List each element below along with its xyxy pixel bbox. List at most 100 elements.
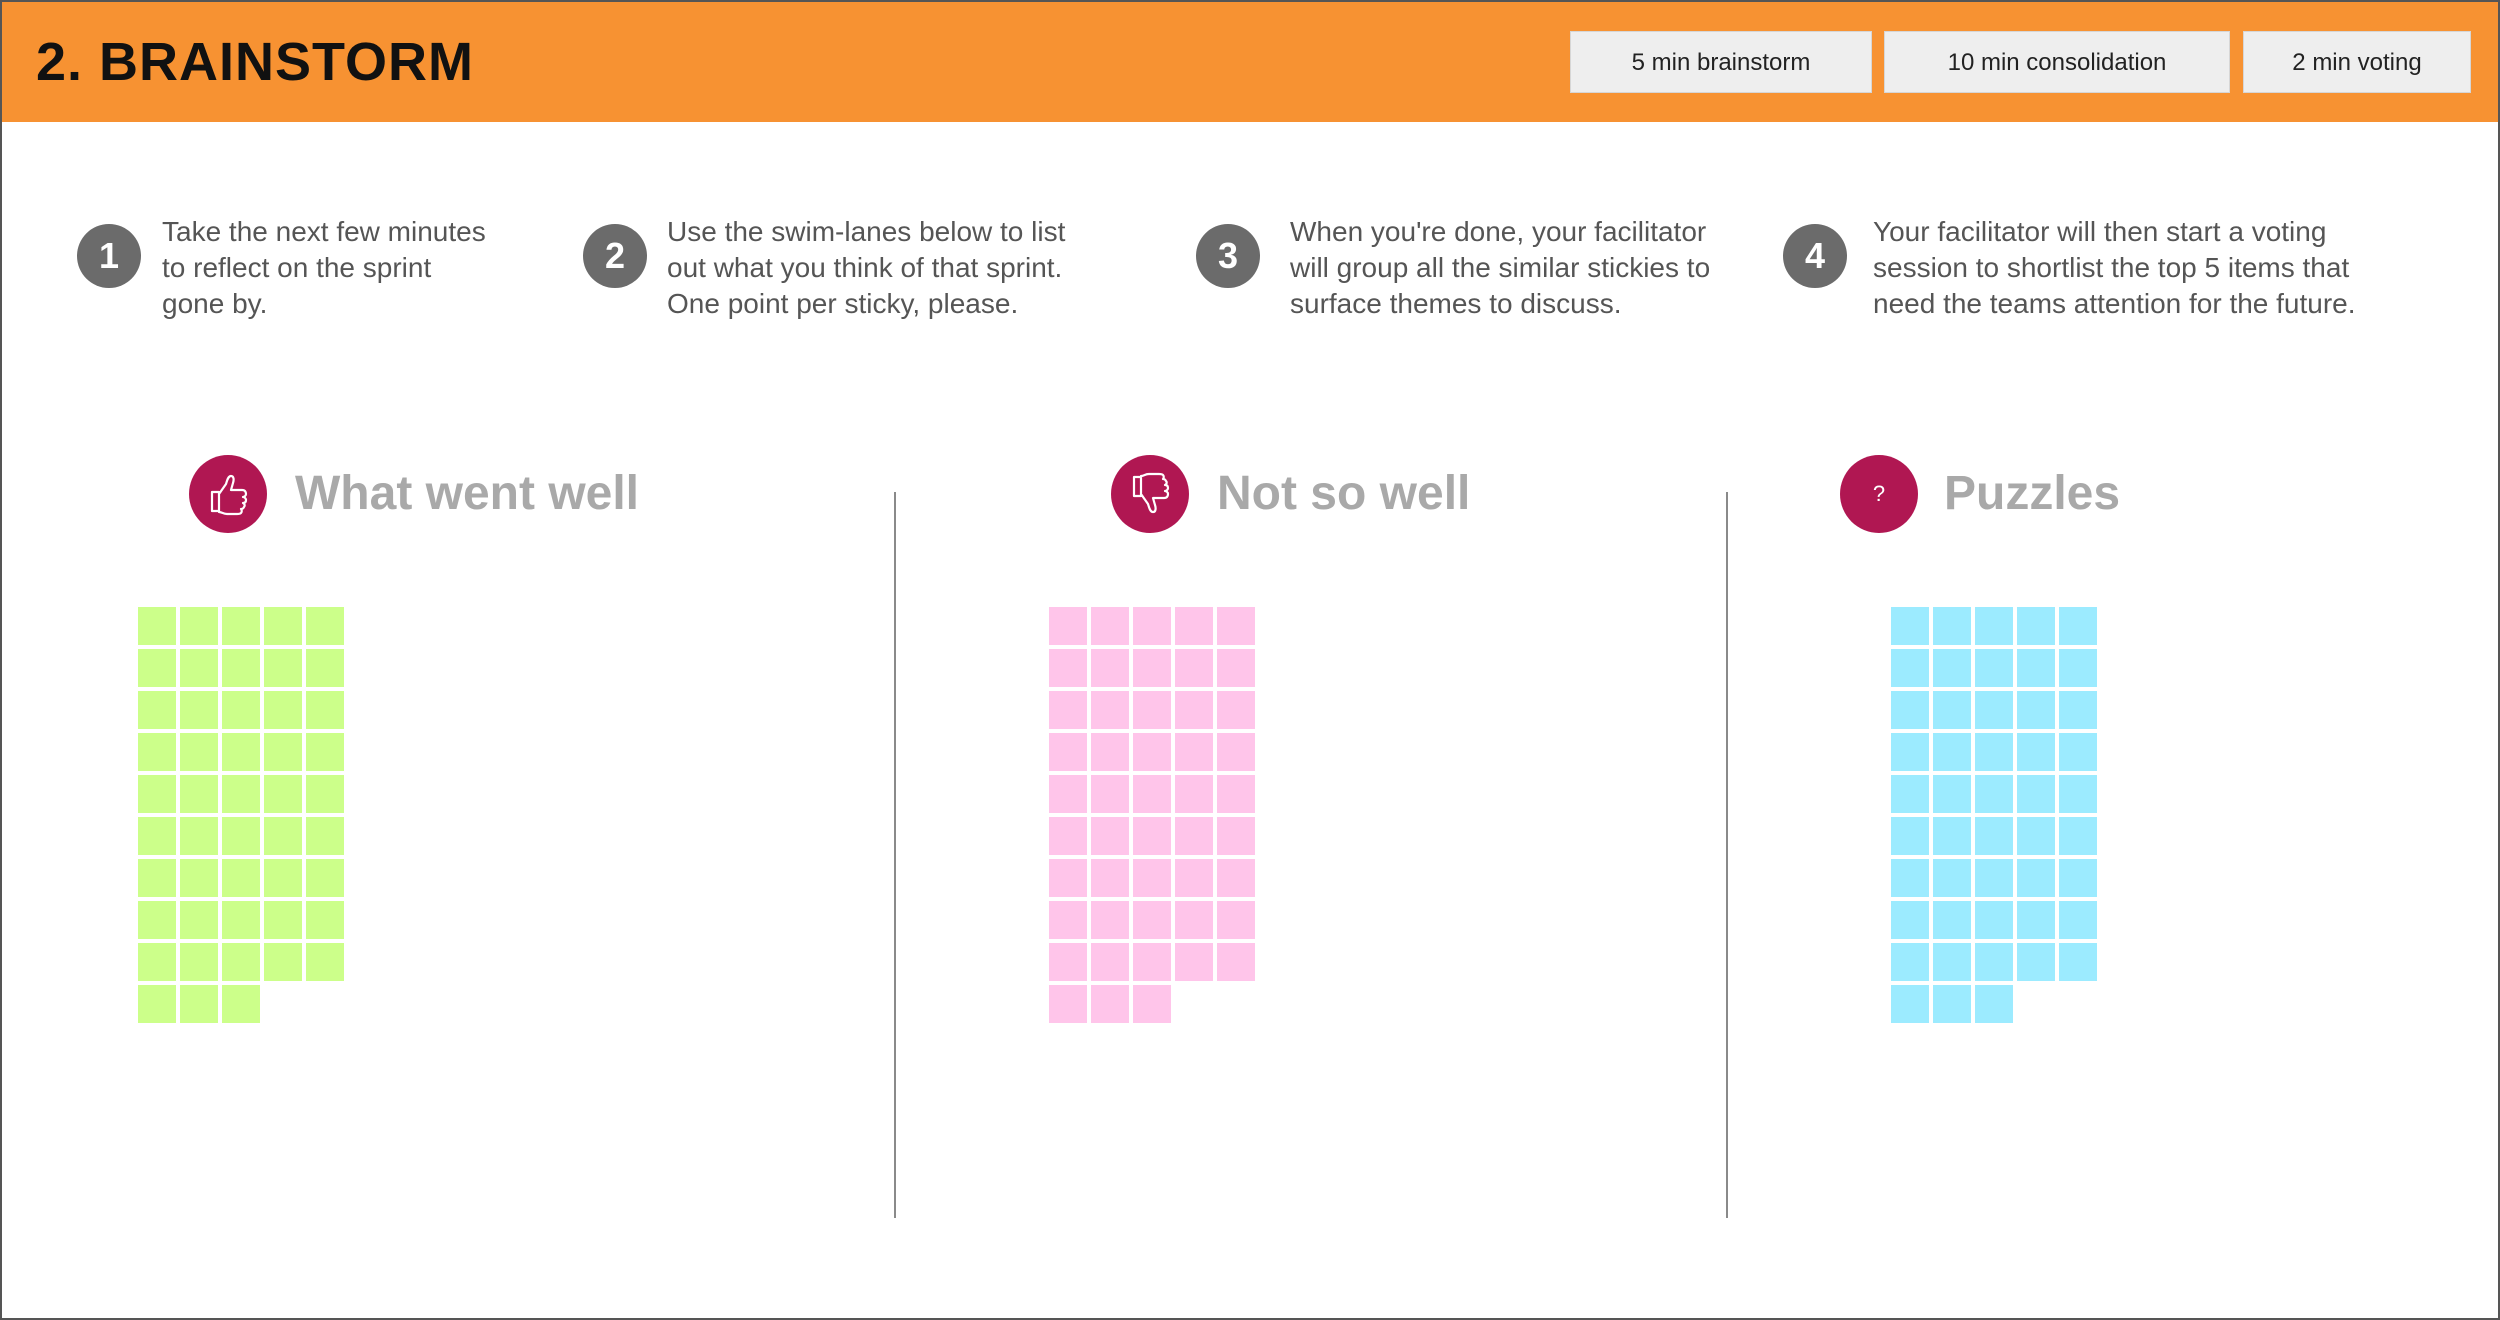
sticky-note[interactable] <box>138 859 176 897</box>
sticky-note[interactable] <box>1049 901 1087 939</box>
sticky-note[interactable] <box>264 859 302 897</box>
sticky-note[interactable] <box>1933 985 1971 1023</box>
sticky-note[interactable] <box>1133 859 1171 897</box>
sticky-note[interactable] <box>1133 985 1171 1023</box>
sticky-note[interactable] <box>264 691 302 729</box>
sticky-note[interactable] <box>1933 817 1971 855</box>
sticky-note[interactable] <box>306 733 344 771</box>
sticky-note[interactable] <box>264 775 302 813</box>
sticky-note[interactable] <box>1933 943 1971 981</box>
sticky-note[interactable] <box>1175 649 1213 687</box>
sticky-note[interactable] <box>264 649 302 687</box>
sticky-note[interactable] <box>1049 733 1087 771</box>
sticky-note[interactable] <box>2017 607 2055 645</box>
sticky-note[interactable] <box>180 859 218 897</box>
sticky-note[interactable] <box>1091 733 1129 771</box>
sticky-note[interactable] <box>1133 649 1171 687</box>
sticky-note[interactable] <box>222 817 260 855</box>
sticky-note[interactable] <box>1975 691 2013 729</box>
sticky-note[interactable] <box>1133 901 1171 939</box>
sticky-note[interactable] <box>1891 817 1929 855</box>
sticky-note[interactable] <box>1217 859 1255 897</box>
sticky-note[interactable] <box>2059 901 2097 939</box>
sticky-note[interactable] <box>180 775 218 813</box>
sticky-note[interactable] <box>264 817 302 855</box>
sticky-note[interactable] <box>1933 901 1971 939</box>
sticky-note[interactable] <box>180 649 218 687</box>
sticky-note[interactable] <box>306 901 344 939</box>
sticky-note[interactable] <box>138 775 176 813</box>
timer-brainstorm-button[interactable]: 5 min brainstorm <box>1570 31 1872 93</box>
sticky-note[interactable] <box>138 649 176 687</box>
sticky-note[interactable] <box>264 943 302 981</box>
sticky-note[interactable] <box>1091 817 1129 855</box>
sticky-note[interactable] <box>1217 733 1255 771</box>
sticky-note[interactable] <box>2059 859 2097 897</box>
sticky-note[interactable] <box>1891 775 1929 813</box>
sticky-note[interactable] <box>1975 733 2013 771</box>
sticky-note[interactable] <box>138 901 176 939</box>
sticky-note[interactable] <box>1975 859 2013 897</box>
sticky-note[interactable] <box>264 733 302 771</box>
sticky-note[interactable] <box>1091 775 1129 813</box>
sticky-note[interactable] <box>1091 859 1129 897</box>
sticky-note[interactable] <box>1975 775 2013 813</box>
sticky-note[interactable] <box>222 733 260 771</box>
sticky-note[interactable] <box>1049 607 1087 645</box>
sticky-note[interactable] <box>180 733 218 771</box>
sticky-note[interactable] <box>2059 943 2097 981</box>
sticky-note[interactable] <box>1891 607 1929 645</box>
sticky-note[interactable] <box>1133 733 1171 771</box>
sticky-note[interactable] <box>222 985 260 1023</box>
sticky-note[interactable] <box>264 901 302 939</box>
sticky-note[interactable] <box>1091 691 1129 729</box>
sticky-note[interactable] <box>138 817 176 855</box>
sticky-note[interactable] <box>1217 901 1255 939</box>
timer-voting-button[interactable]: 2 min voting <box>2243 31 2471 93</box>
sticky-note[interactable] <box>222 943 260 981</box>
sticky-note[interactable] <box>1217 649 1255 687</box>
sticky-note[interactable] <box>306 775 344 813</box>
sticky-note[interactable] <box>1933 733 1971 771</box>
sticky-note[interactable] <box>1975 985 2013 1023</box>
sticky-note[interactable] <box>222 901 260 939</box>
sticky-note[interactable] <box>2017 943 2055 981</box>
sticky-note[interactable] <box>1175 901 1213 939</box>
sticky-note[interactable] <box>306 817 344 855</box>
sticky-note[interactable] <box>1933 649 1971 687</box>
timer-consolidation-button[interactable]: 10 min consolidation <box>1884 31 2230 93</box>
sticky-note[interactable] <box>1217 943 1255 981</box>
sticky-note[interactable] <box>2059 649 2097 687</box>
sticky-note[interactable] <box>1975 817 2013 855</box>
sticky-note[interactable] <box>1891 691 1929 729</box>
sticky-note[interactable] <box>1133 691 1171 729</box>
sticky-note[interactable] <box>2017 901 2055 939</box>
sticky-note[interactable] <box>2017 775 2055 813</box>
sticky-note[interactable] <box>1217 817 1255 855</box>
sticky-note[interactable] <box>306 691 344 729</box>
sticky-note[interactable] <box>1133 943 1171 981</box>
sticky-note[interactable] <box>1049 649 1087 687</box>
sticky-note[interactable] <box>1891 985 1929 1023</box>
sticky-note[interactable] <box>2059 607 2097 645</box>
sticky-note[interactable] <box>1933 607 1971 645</box>
sticky-note[interactable] <box>1217 691 1255 729</box>
sticky-note[interactable] <box>1175 607 1213 645</box>
sticky-note[interactable] <box>2017 817 2055 855</box>
sticky-note[interactable] <box>1975 943 2013 981</box>
sticky-note[interactable] <box>138 691 176 729</box>
sticky-note[interactable] <box>1091 985 1129 1023</box>
sticky-note[interactable] <box>1175 859 1213 897</box>
sticky-note[interactable] <box>222 859 260 897</box>
sticky-note[interactable] <box>138 607 176 645</box>
sticky-note[interactable] <box>1049 775 1087 813</box>
sticky-note[interactable] <box>222 607 260 645</box>
sticky-note[interactable] <box>2059 817 2097 855</box>
sticky-note[interactable] <box>2017 733 2055 771</box>
sticky-note[interactable] <box>1049 943 1087 981</box>
sticky-note[interactable] <box>1091 943 1129 981</box>
sticky-note[interactable] <box>138 943 176 981</box>
sticky-note[interactable] <box>180 985 218 1023</box>
sticky-note[interactable] <box>180 607 218 645</box>
sticky-note[interactable] <box>1891 733 1929 771</box>
